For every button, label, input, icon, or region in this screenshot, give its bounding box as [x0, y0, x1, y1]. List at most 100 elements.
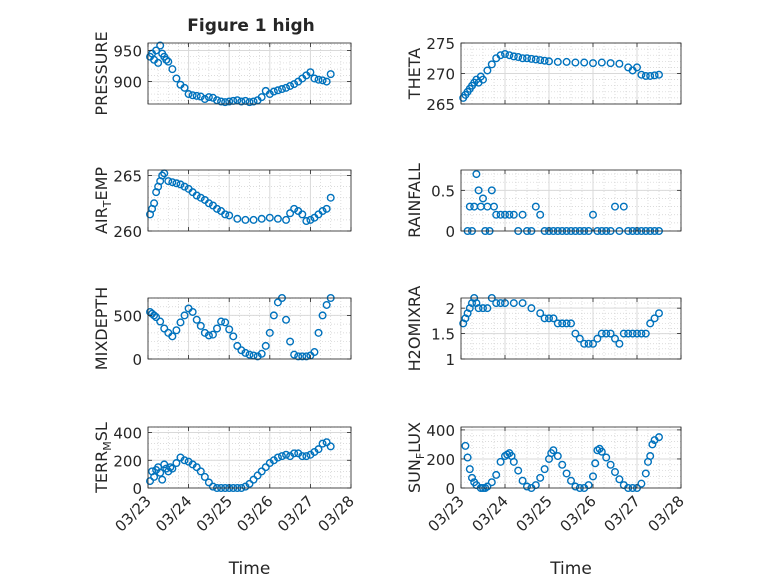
x-tick-label: 03/27 [274, 492, 317, 535]
data-point [496, 299, 505, 308]
y-tick-label: 0 [445, 480, 455, 498]
y-tick-label: 265 [426, 96, 455, 114]
data-point [536, 309, 545, 318]
x-tick-label: 03/28 [645, 492, 688, 535]
data-point [518, 54, 527, 63]
data-point [322, 438, 331, 447]
data-point [591, 459, 600, 468]
axes-box [147, 169, 352, 232]
data-point [646, 452, 655, 461]
data-point [602, 453, 611, 462]
data-point [589, 472, 598, 481]
data-point [229, 332, 238, 341]
data-point [589, 210, 598, 219]
data-point [606, 59, 615, 68]
data-point [213, 324, 222, 333]
x-axis-label: Time [549, 559, 592, 579]
data-point [172, 326, 181, 335]
data-point [196, 193, 205, 202]
data-point [245, 350, 254, 359]
data-point [208, 482, 217, 491]
data-point [641, 329, 650, 338]
data-point [164, 177, 173, 186]
data-point [237, 97, 246, 106]
data-point [146, 477, 155, 486]
data-point [176, 180, 185, 189]
data-point [160, 324, 169, 333]
data-point [310, 74, 319, 83]
y-axis-label: H2OMIXRA [405, 286, 424, 372]
data-point [318, 76, 327, 85]
data-point [188, 307, 197, 316]
data-point [273, 86, 282, 95]
data-point [492, 470, 501, 479]
data-point [523, 482, 532, 491]
x-tick-label: 03/27 [601, 492, 644, 535]
y-axis-label: TERRMSL [92, 422, 114, 494]
axes-box [147, 426, 352, 489]
y-tick-label: 2 [445, 300, 455, 318]
data-point [273, 453, 282, 462]
y-axis-label: THETA [405, 48, 424, 100]
data-point [269, 87, 278, 96]
data-point [306, 68, 315, 77]
data-point [628, 329, 637, 338]
axes-box [460, 297, 682, 360]
data-point [172, 459, 181, 468]
data-point [152, 313, 161, 322]
y-tick-label: 500 [113, 307, 142, 325]
data-point [487, 186, 496, 195]
data-point [196, 321, 205, 330]
y-tick-label: 400 [113, 425, 142, 443]
data-point [549, 314, 558, 323]
data-point [646, 71, 655, 80]
data-point [241, 215, 250, 224]
data-point [540, 56, 549, 65]
data-point [545, 314, 554, 323]
data-point [641, 71, 650, 80]
data-point [225, 325, 234, 334]
data-point [540, 465, 549, 474]
x-tick-label: 03/26 [233, 492, 276, 535]
data-point [527, 304, 536, 313]
data-point [483, 482, 492, 491]
data-point [650, 314, 659, 323]
data-point [322, 204, 331, 213]
data-point [518, 299, 527, 308]
x-tick-label: 03/23 [425, 492, 468, 535]
x-tick-label: 03/23 [112, 492, 155, 535]
data-point [204, 199, 213, 208]
data-point [611, 334, 620, 343]
axes-box [147, 297, 352, 360]
data-point [168, 464, 177, 473]
data-point [162, 55, 171, 64]
data-point [286, 81, 295, 90]
data-point [322, 300, 331, 309]
data-point [156, 41, 165, 50]
data-point [180, 456, 189, 465]
data-point [294, 352, 303, 361]
data-point [646, 319, 655, 328]
data-point [606, 460, 615, 469]
data-point [298, 210, 307, 219]
data-point [637, 479, 646, 488]
data-point [180, 83, 189, 92]
data-point [571, 482, 580, 491]
data-point [474, 186, 483, 195]
data-point [253, 471, 262, 480]
data-point [273, 298, 282, 307]
data-point [221, 98, 230, 107]
data-point [655, 309, 664, 318]
data-point [553, 452, 562, 461]
data-point [180, 311, 189, 320]
data-point [487, 60, 496, 69]
data-point [261, 463, 270, 472]
data-point [531, 55, 540, 64]
data-point [233, 96, 242, 105]
data-point [213, 96, 222, 105]
data-point [282, 215, 291, 224]
data-point [514, 466, 523, 475]
data-point [277, 85, 286, 94]
data-point [619, 202, 628, 211]
